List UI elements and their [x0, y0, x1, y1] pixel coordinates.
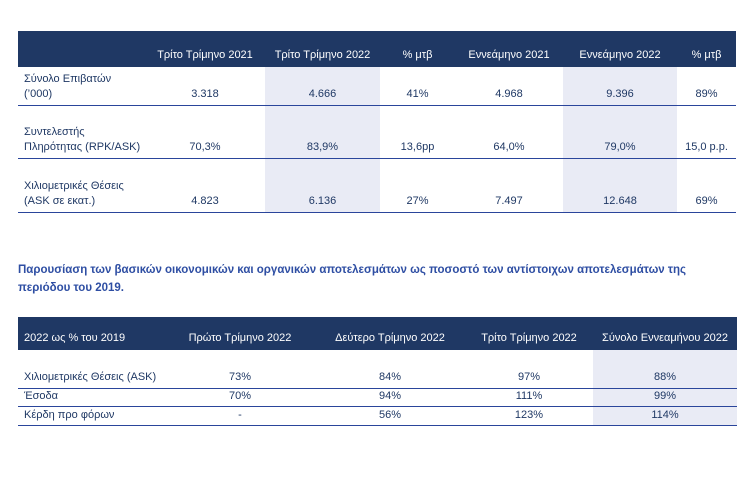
table1-header-empty — [18, 31, 145, 67]
cell-value: 6.136 — [265, 158, 380, 213]
table1-header-9m-2021: Εννεάμηνο 2021 — [455, 31, 563, 67]
cell-value: 69% — [677, 158, 736, 213]
cell-value: 123% — [465, 406, 593, 427]
table1-header-q3-2021: Τρίτο Τρίμηνο 2021 — [145, 31, 265, 67]
table-row-pretax-profit-pct: Κέρδη προ φόρων - 56% 123% 114% — [18, 406, 737, 427]
table1-header-q3-2022: Τρίτο Τρίμηνο 2022 — [265, 31, 380, 67]
cell-value: 73% — [165, 350, 315, 389]
table1-header-9m-2022: Εννεάμηνο 2022 — [563, 31, 677, 67]
row-label: Χιλιομετρικές Θέσεις (ASK) — [18, 350, 165, 389]
row-label: Χιλιομετρικές Θέσεις (ASK σε εκατ.) — [18, 158, 145, 213]
table2-header-q3-2022: Τρίτο Τρίμηνο 2022 — [465, 317, 593, 350]
cell-value: 70% — [165, 388, 315, 408]
cell-value: 79,0% — [563, 105, 677, 159]
cell-value: 97% — [465, 350, 593, 389]
cell-value: 56% — [315, 406, 465, 427]
table-row-load-factor: Συντελεστής Πληρότητας (RPK/ASK) 70,3% 8… — [18, 105, 736, 159]
cell-value: 27% — [380, 158, 455, 213]
table-row-ask: Χιλιομετρικές Θέσεις (ASK σε εκατ.) 4.82… — [18, 158, 736, 213]
cell-value: 88% — [593, 350, 737, 389]
table2-header-title: 2022 ως % του 2019 — [18, 317, 165, 350]
table2-header-q1-2022: Πρώτο Τρίμηνο 2022 — [165, 317, 315, 350]
table1-header-row: Τρίτο Τρίμηνο 2021 Τρίτο Τρίμηνο 2022 % … — [18, 31, 736, 67]
cell-value: - — [165, 406, 315, 427]
row-label: Έσοδα — [18, 388, 165, 408]
table2-header-row: 2022 ως % του 2019 Πρώτο Τρίμηνο 2022 Δε… — [18, 317, 737, 350]
cell-value: 7.497 — [455, 158, 563, 213]
cell-value: 114% — [593, 406, 737, 427]
cell-value: 12.648 — [563, 158, 677, 213]
table-row-total-passengers: Σύνολο Επιβατών (’000) 3.318 4.666 41% 4… — [18, 67, 736, 106]
cell-value: 15,0 p.p. — [677, 105, 736, 159]
table2-header-9m-total-2022: Σύνολο Εννεαμήνου 2022 — [593, 317, 737, 350]
cell-value: 111% — [465, 388, 593, 408]
intro-paragraph: Παρουσίαση των βασικών οικονομικών και ο… — [18, 263, 687, 294]
quarterly-operational-results-table: Τρίτο Τρίμηνο 2021 Τρίτο Τρίμηνο 2022 % … — [18, 31, 736, 213]
table-row-ask-pct: Χιλιομετρικές Θέσεις (ASK) 73% 84% 97% 8… — [18, 350, 737, 389]
table-row-revenue-pct: Έσοδα 70% 94% 111% 99% — [18, 388, 737, 408]
cell-value: 9.396 — [563, 67, 677, 106]
cell-value: 41% — [380, 67, 455, 106]
table2-header-q2-2022: Δεύτερο Τρίμηνο 2022 — [315, 317, 465, 350]
cell-value: 89% — [677, 67, 736, 106]
cell-value: 99% — [593, 388, 737, 408]
cell-value: 4.823 — [145, 158, 265, 213]
cell-value: 4.968 — [455, 67, 563, 106]
cell-value: 83,9% — [265, 105, 380, 159]
cell-value: 4.666 — [265, 67, 380, 106]
row-label: Κέρδη προ φόρων — [18, 406, 165, 427]
row-label: Συντελεστής Πληρότητας (RPK/ASK) — [18, 105, 145, 159]
table1-header-pct-change-9m: % μτβ — [677, 31, 736, 67]
cell-value: 13,6pp — [380, 105, 455, 159]
cell-value: 94% — [315, 388, 465, 408]
table1-header-pct-change-q: % μτβ — [380, 31, 455, 67]
cell-value: 3.318 — [145, 67, 265, 106]
row-label: Σύνολο Επιβατών (’000) — [18, 67, 145, 106]
percent-of-2019-table: 2022 ως % του 2019 Πρώτο Τρίμηνο 2022 Δε… — [18, 317, 737, 427]
cell-value: 64,0% — [455, 105, 563, 159]
cell-value: 70,3% — [145, 105, 265, 159]
cell-value: 84% — [315, 350, 465, 389]
